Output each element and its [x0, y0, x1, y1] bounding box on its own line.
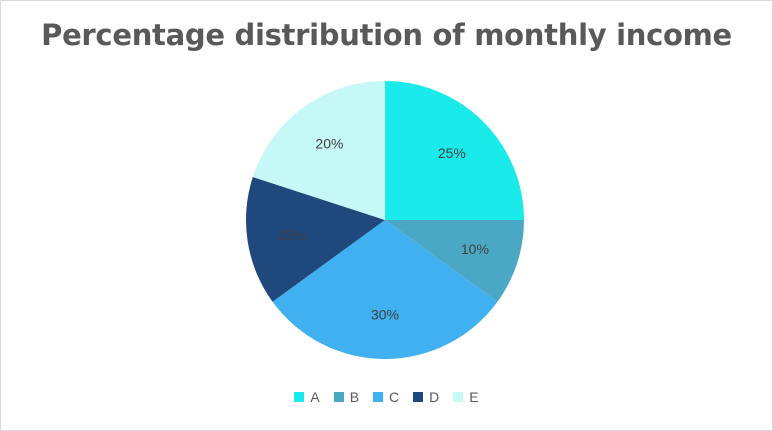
data-label-d: 15%	[278, 227, 306, 243]
legend-item-a: A	[294, 389, 320, 405]
legend-swatch-d	[413, 392, 424, 402]
pie-slice-c	[272, 220, 498, 360]
chart-legend: A B C D E	[0, 389, 773, 405]
legend-label-a: A	[310, 389, 320, 405]
chart-title: Percentage distribution of monthly incom…	[41, 18, 732, 52]
legend-label-d: D	[429, 389, 440, 405]
legend-item-e: E	[453, 389, 479, 405]
data-label-b: 10%	[461, 241, 489, 257]
legend-item-c: C	[373, 389, 399, 405]
pie-slice-d	[246, 177, 385, 302]
data-label-c: 30%	[371, 307, 399, 323]
legend-swatch-c	[373, 392, 384, 402]
legend-item-b: B	[333, 389, 360, 405]
pie-slice-a	[385, 81, 524, 220]
data-label-a: 25%	[438, 145, 466, 161]
pie-slice-e	[252, 81, 385, 220]
legend-swatch-e	[453, 392, 464, 402]
legend-swatch-a	[294, 392, 305, 402]
legend-item-d: D	[413, 389, 439, 405]
legend-label-e: E	[469, 389, 479, 405]
legend-label-c: C	[389, 389, 400, 405]
pie-slice-b	[385, 220, 524, 302]
legend-label-b: B	[349, 389, 360, 405]
data-label-e: 20%	[315, 136, 343, 152]
legend-swatch-b	[333, 392, 344, 402]
